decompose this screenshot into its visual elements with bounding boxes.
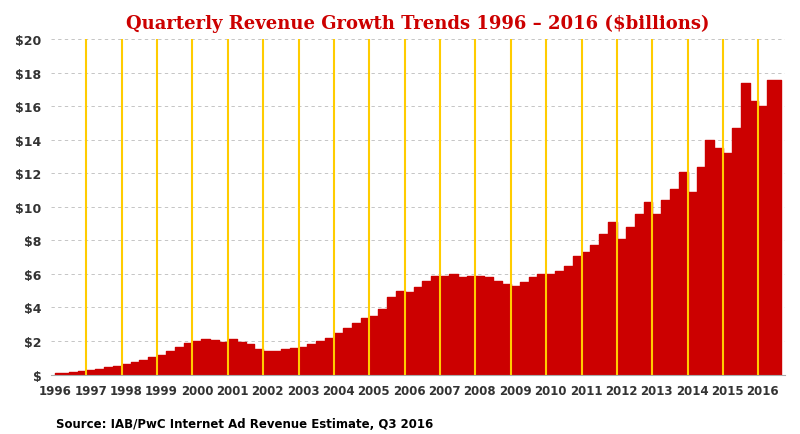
Title: Quarterly Revenue Growth Trends 1996 – 2016 ($billions): Quarterly Revenue Growth Trends 1996 – 2… [126,15,710,33]
Text: Source: IAB/PwC Internet Ad Revenue Estimate, Q3 2016: Source: IAB/PwC Internet Ad Revenue Esti… [56,417,434,430]
